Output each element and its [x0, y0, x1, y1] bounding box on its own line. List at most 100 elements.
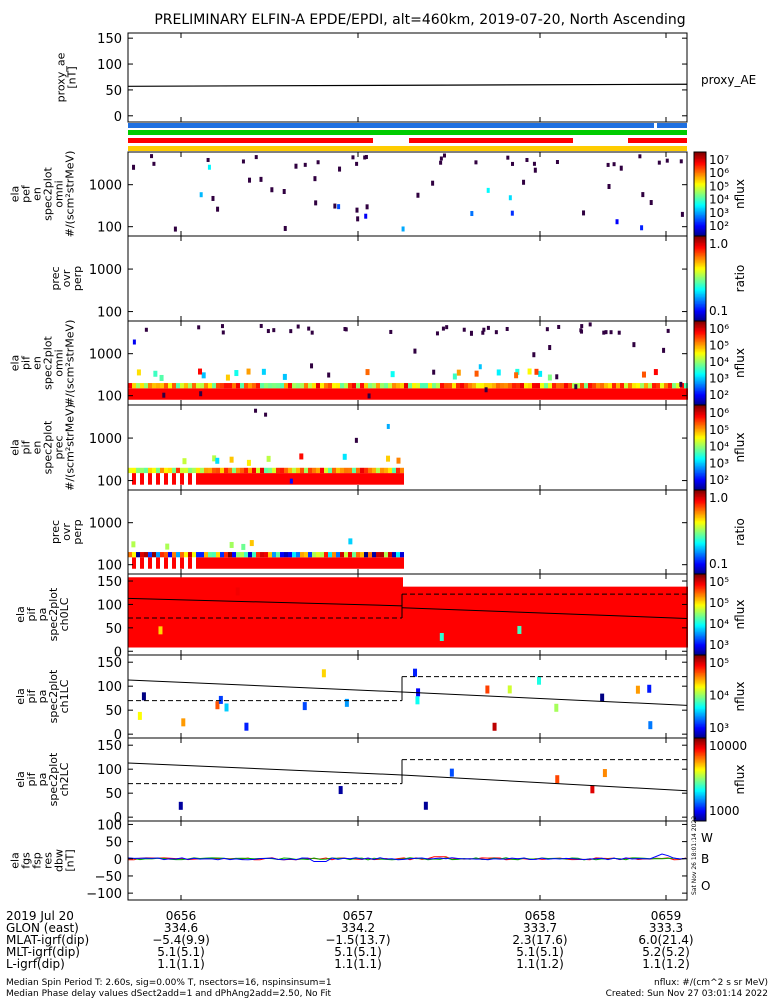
spectrogram-cell — [524, 383, 528, 389]
colorbar-cell — [694, 728, 706, 731]
colorbar-cell — [694, 571, 706, 574]
colorbar-cell — [694, 619, 706, 622]
spectrogram-cell — [488, 388, 492, 400]
pa-spectrogram-cell — [328, 577, 333, 648]
spectrogram-cell — [404, 383, 408, 389]
spectrogram-cell — [224, 557, 228, 569]
spectrogram-cell — [416, 192, 420, 198]
colorbar-cell — [694, 731, 706, 733]
pa-spectrogram-cell — [563, 586, 568, 648]
pa-spectrogram-cell — [323, 577, 328, 648]
spectrogram-cell — [632, 388, 636, 400]
spectrogram-cell — [132, 473, 136, 485]
colorbar-cell — [694, 209, 706, 212]
spectrogram-cell — [248, 383, 252, 389]
spectrogram-cell — [408, 383, 412, 389]
spectrogram-cell — [266, 455, 271, 462]
spectrogram-cell — [268, 557, 272, 569]
spectrogram-cell — [408, 388, 412, 400]
colorbar-cell — [694, 181, 706, 184]
spectrogram-cell — [188, 383, 192, 389]
colorbar-cell — [694, 594, 706, 597]
y-axis-label: pa — [36, 773, 49, 787]
spectrogram-cell — [144, 557, 148, 569]
colorbar-cell — [694, 767, 706, 769]
spectrogram-cell — [200, 473, 204, 485]
spectrogram-cell — [162, 392, 166, 398]
y-axis-label: pa — [36, 690, 49, 704]
pa-spectrogram-cell — [578, 586, 583, 648]
spectrogram-cell — [188, 557, 192, 569]
colorbar-cell — [694, 715, 706, 718]
spectrogram-cell — [136, 467, 140, 474]
pa-spectrogram-cell — [503, 586, 508, 648]
colorbar-title: nflux — [733, 765, 747, 795]
spectrogram-cell — [555, 160, 559, 165]
colorbar-cell — [694, 464, 706, 467]
loss-cone-line — [401, 691, 688, 706]
spectrogram-cell — [482, 327, 486, 332]
colorbar-cell — [694, 660, 706, 663]
colorbar-cell — [694, 481, 706, 484]
colorbar-cell — [694, 743, 706, 746]
y-tick-label: 100 — [97, 58, 122, 73]
colorbar-cell — [694, 306, 706, 309]
colorbar-cell — [694, 729, 706, 732]
colorbar-cell — [694, 562, 706, 565]
colorbar-cell — [694, 614, 706, 617]
spectrogram-cell — [338, 166, 342, 172]
spectrogram-cell — [388, 383, 392, 389]
spectrogram-cell — [260, 473, 264, 485]
colorbar-cell — [694, 194, 706, 196]
colorbar-cell — [694, 309, 706, 312]
spectrogram-cell — [340, 388, 344, 400]
spectrogram-cell — [232, 552, 236, 558]
spectrogram-cell — [356, 216, 360, 222]
pa-spectrogram-cell — [608, 586, 613, 648]
colorbar-cell — [694, 769, 706, 772]
colorbar-cell — [694, 576, 706, 579]
colorbar-cell — [694, 803, 706, 805]
spectrogram-cell — [244, 473, 248, 485]
colorbar-cell — [694, 272, 706, 275]
colorbar-title: nflux — [733, 179, 747, 209]
colorbar-tick-label: 10² — [709, 473, 729, 487]
spectrogram-cell — [360, 467, 364, 474]
spectrogram-cell — [307, 326, 311, 331]
colorbar-cell — [694, 206, 706, 209]
spectrogram-cell — [156, 383, 160, 389]
colorbar-cell — [694, 448, 706, 451]
spectrogram-cell — [432, 383, 436, 389]
spectrogram-cell — [355, 161, 359, 166]
colorbar-cell — [694, 668, 706, 671]
colorbar-cell — [694, 580, 706, 583]
pa-spectrogram-cell — [238, 577, 243, 648]
spectrogram-cell — [268, 473, 272, 485]
spectrogram-cell — [368, 473, 372, 485]
y-tick-label: 50 — [105, 836, 122, 851]
spectrogram-cell — [266, 329, 270, 334]
colorbar-cell — [694, 801, 706, 804]
colorbar-cell — [694, 233, 706, 236]
spectrogram-cell — [580, 383, 584, 389]
colorbar-cell — [694, 760, 706, 763]
spectrogram-cell — [246, 368, 251, 375]
loss-cone-line — [127, 679, 403, 693]
spectrogram-cell — [180, 473, 184, 485]
spectrogram-cell — [596, 383, 600, 389]
spectrogram-cell — [352, 383, 356, 389]
colorbar-title: ratio — [733, 265, 747, 293]
spectrogram-cell — [496, 369, 501, 376]
spectrogram-cell — [180, 383, 184, 389]
colorbar-cell — [694, 505, 706, 508]
spectrogram-cell — [173, 226, 177, 232]
colorbar-cell — [694, 659, 706, 662]
colorbar-cell — [694, 547, 706, 550]
spectrogram-cell — [474, 160, 478, 165]
pa-spectrogram-cell — [463, 586, 468, 648]
spectrogram-cell — [372, 473, 376, 485]
colorbar-cell — [694, 337, 706, 340]
colorbar-cell — [694, 364, 706, 367]
colorbar-cell — [694, 453, 706, 456]
